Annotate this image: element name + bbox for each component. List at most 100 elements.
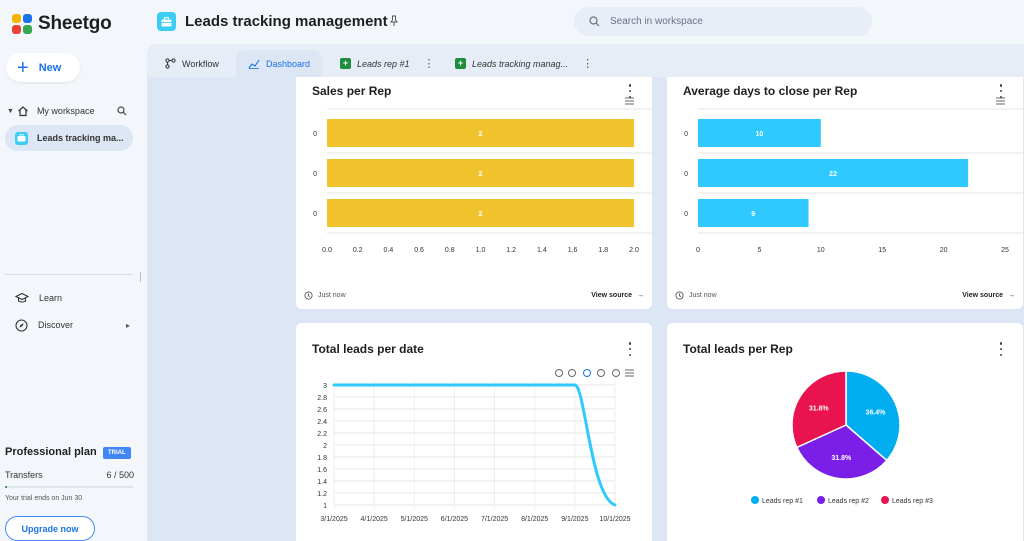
x-tick-label: 0.6 <box>414 247 424 254</box>
tab-leads-tracking[interactable]: + Leads tracking manag... ⋮ <box>443 50 605 77</box>
x-tick-label: 8/1/2025 <box>521 516 548 523</box>
x-tick-label: 0.2 <box>353 247 363 254</box>
y-tick-label: 0 <box>313 171 317 178</box>
tab-leads-rep-1-label: Leads rep #1 <box>357 58 410 69</box>
nav-learn-label: Learn <box>39 293 63 303</box>
tab-workflow[interactable]: Workflow <box>153 50 231 77</box>
my-workspace-label: My workspace <box>36 106 95 116</box>
chart-menu-icon[interactable] <box>996 97 1005 105</box>
pan-hand-icon[interactable] <box>597 369 605 377</box>
bar <box>698 159 969 187</box>
y-tick-label: 2 <box>323 443 327 450</box>
search-icon <box>589 16 600 27</box>
page-title: Leads tracking management <box>185 13 388 30</box>
x-tick-label: 6/1/2025 <box>441 516 468 523</box>
pie-slice <box>845 370 901 462</box>
zoom-out-icon[interactable] <box>568 369 576 377</box>
x-tick-label: 0.0 <box>322 247 332 254</box>
tab-leads-rep-1[interactable]: + Leads rep #1 ⋮ <box>328 50 447 77</box>
card-footer: Just now View source → <box>675 289 1015 301</box>
trial-badge: TRIAL <box>103 447 131 459</box>
card-leads-per-date: Total leads per date 3 2.8 2.6 2.4 2.2 2 1.8 1.… <box>296 323 652 541</box>
x-tick-label: 0 <box>696 247 700 254</box>
tab-dashboard[interactable]: Dashboard <box>236 50 323 77</box>
caret-down-icon[interactable]: ▼ <box>7 107 14 115</box>
home-icon[interactable] <box>612 369 620 377</box>
new-button-label: New <box>38 61 62 74</box>
y-tick-label: 0 <box>313 211 317 218</box>
history-icon <box>304 290 313 300</box>
transfers-label: Transfers <box>5 470 43 480</box>
nav-learn[interactable]: Learn <box>15 290 130 306</box>
graduation-cap-icon <box>15 292 29 303</box>
avg-days-chart: 10 0 22 0 9 0 0 5 10 15 20 25 <box>684 97 1023 254</box>
more-vert-icon[interactable] <box>997 84 1005 98</box>
y-tick-label: 0 <box>684 171 688 178</box>
nav-discover[interactable]: Discover ▸ <box>15 317 130 333</box>
upgrade-button[interactable]: Upgrade now <box>5 516 95 541</box>
y-tick-label: 0 <box>684 131 688 138</box>
series-line <box>332 383 617 507</box>
brand-logo[interactable]: Sheetgo <box>12 13 112 35</box>
sheets-icon: + <box>455 58 466 69</box>
dashboard-area: Sales per Rep 2 0 2 0 2 0 0.0 0.2 0.4 0.6 0.8 1.0 1.… <box>147 77 1024 541</box>
y-tick-label: 3 <box>323 383 327 390</box>
search-bar[interactable]: Search in workspace <box>574 7 872 36</box>
tab-dashboard-label: Dashboard <box>266 58 311 69</box>
nav-discover-label: Discover <box>38 320 74 330</box>
transfers-progress-bar <box>5 486 133 488</box>
more-vert-icon[interactable]: ⋮ <box>423 58 435 70</box>
pie-slice <box>795 424 888 480</box>
legend-label: Leads rep #1 <box>762 498 803 505</box>
more-vert-icon[interactable] <box>626 84 634 98</box>
x-tick-label: 0.4 <box>384 247 394 254</box>
zoom-in-icon[interactable] <box>555 369 563 377</box>
chart-menu-icon[interactable] <box>625 97 634 105</box>
card-title: Average days to close per Rep <box>683 84 858 98</box>
x-tick-label: 1.2 <box>506 247 516 254</box>
x-tick-label: 1.8 <box>598 247 608 254</box>
new-button[interactable]: + New <box>6 53 80 82</box>
transfers-row: Transfers 6 / 500 <box>5 470 134 480</box>
pin-icon[interactable] <box>389 15 399 27</box>
slice-label: 31.8% <box>831 455 852 462</box>
tab-bar: Workflow Dashboard + Leads rep #1 ⋮ + Le… <box>147 44 1024 77</box>
x-tick-label: 10/1/2025 <box>599 516 630 523</box>
bar <box>698 119 821 147</box>
x-tick-label: 1.0 <box>476 247 486 254</box>
more-vert-icon[interactable] <box>626 342 634 356</box>
sales-chart: 2 0 2 0 2 0 0.0 0.2 0.4 0.6 0.8 1.0 1.2 1.4 1.6 1.8 2.0 <box>313 97 652 254</box>
search-icon[interactable] <box>117 106 127 116</box>
card-title: Total leads per date <box>312 342 424 356</box>
my-workspace-row[interactable]: ▼ My workspace <box>7 103 127 119</box>
tab-leads-tracking-label: Leads tracking manag... <box>472 58 569 69</box>
leads-rep-chart: 36.4% 31.8% 31.8% Leads rep #1 Leads rep #2 L… <box>751 370 933 505</box>
legend-marker <box>881 496 889 504</box>
bar-data-label: 9 <box>751 211 755 218</box>
chart-menu-icon[interactable] <box>625 369 634 377</box>
x-tick-label: 9/1/2025 <box>561 516 588 523</box>
pie-slice <box>791 370 847 449</box>
briefcase-icon <box>15 131 28 145</box>
sidebar-resize-handle[interactable] <box>140 272 142 282</box>
more-vert-icon[interactable] <box>997 342 1005 356</box>
sidebar-item-label: Leads tracking ma... <box>37 133 124 143</box>
view-source-link[interactable]: View source → <box>591 292 644 299</box>
workflow-briefcase-icon <box>157 12 176 31</box>
view-source-link[interactable]: View source → <box>962 292 1015 299</box>
history-icon <box>675 290 684 300</box>
y-tick-label: 0 <box>313 131 317 138</box>
bar-data-label: 2 <box>479 171 483 178</box>
magnify-icon[interactable] <box>583 369 591 377</box>
slice-label: 36.4% <box>866 410 887 417</box>
card-title: Sales per Rep <box>312 84 392 98</box>
more-vert-icon[interactable]: ⋮ <box>582 58 594 70</box>
arrow-right-icon: → <box>1008 291 1015 299</box>
x-tick-label: 1.4 <box>537 247 547 254</box>
bar-data-label: 10 <box>756 131 764 138</box>
sheets-icon: + <box>340 58 351 69</box>
sidebar-item-leads-tracking[interactable]: Leads tracking ma... <box>5 125 133 151</box>
card-leads-per-rep: Total leads per Rep 36.4% 31.8% 31.8% Leads… <box>667 323 1023 541</box>
bar <box>327 199 634 227</box>
workflow-icon <box>165 58 176 69</box>
